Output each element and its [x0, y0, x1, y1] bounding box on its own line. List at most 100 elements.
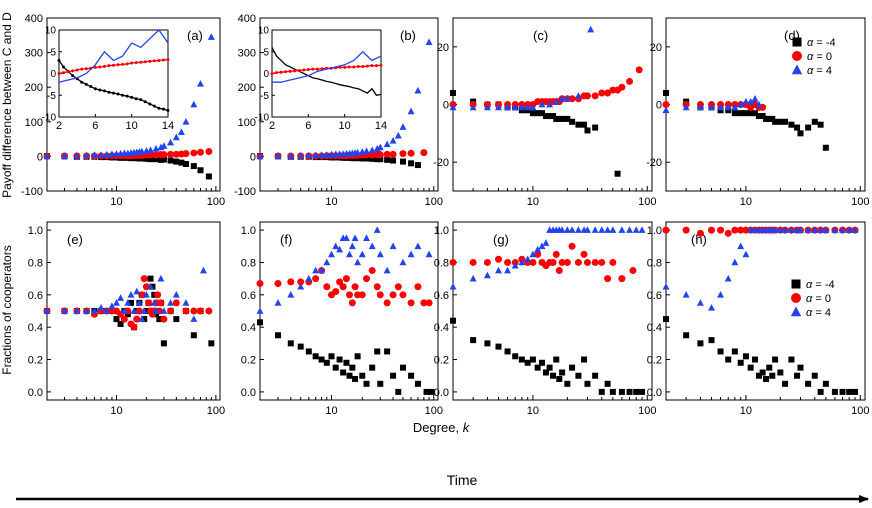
inset-x-tick-label: 6	[305, 120, 311, 132]
data-point	[305, 274, 313, 282]
data-point	[717, 103, 725, 111]
data-point	[376, 250, 384, 258]
data-point	[708, 226, 716, 234]
inset-y-tick-label: 5	[50, 47, 56, 58]
data-point	[511, 103, 519, 111]
data-point	[147, 146, 154, 154]
data-point	[788, 356, 795, 363]
inset-data-point	[57, 58, 61, 62]
data-point	[167, 150, 175, 158]
y-tick-label: 300	[238, 48, 256, 60]
y-tick-label: 0.0	[241, 387, 256, 399]
data-point	[592, 124, 599, 131]
data-point	[449, 282, 457, 290]
data-point	[550, 372, 557, 379]
data-point	[120, 307, 128, 314]
data-point	[190, 163, 197, 170]
data-point	[160, 151, 168, 159]
data-point	[618, 83, 626, 91]
data-point	[377, 380, 384, 387]
data-point	[399, 258, 407, 266]
data-point	[484, 340, 491, 347]
data-point	[584, 226, 591, 233]
data-point	[469, 258, 477, 266]
inset-series-line	[271, 47, 382, 96]
x-tick-label: 100	[851, 196, 869, 208]
data-point	[542, 369, 549, 376]
inset-data-point	[125, 62, 129, 66]
data-point	[358, 291, 366, 299]
data-point	[182, 299, 190, 306]
inset-data-point	[134, 97, 138, 101]
data-point	[563, 226, 571, 233]
data-point	[390, 372, 397, 379]
data-point	[811, 118, 818, 125]
x-tick-label: 10	[527, 405, 539, 417]
data-point	[797, 130, 804, 137]
legend-label: α = 4	[807, 65, 832, 77]
data-point	[618, 388, 625, 395]
inset-data-point	[84, 82, 88, 86]
data-point	[328, 353, 335, 360]
data-point	[724, 274, 732, 282]
panel-frame	[259, 17, 439, 192]
inset-data-point	[139, 60, 143, 64]
data-point	[389, 291, 397, 299]
data-point	[639, 388, 646, 395]
data-point	[626, 77, 634, 85]
data-point	[558, 226, 566, 233]
data-point	[190, 332, 197, 339]
panel-label: (e)	[67, 232, 83, 247]
data-point	[584, 380, 591, 387]
data-point	[140, 307, 148, 314]
inset-data-point	[62, 65, 66, 69]
legend-label: α = -4	[806, 279, 835, 291]
data-point	[614, 170, 621, 177]
inset-data-point	[121, 62, 125, 66]
data-point	[113, 316, 120, 323]
inset-x-tick-label: 6	[92, 120, 98, 132]
inset-data-point	[352, 65, 356, 69]
inset-data-point	[57, 72, 61, 75]
data-point	[368, 267, 376, 275]
data-point	[190, 315, 198, 322]
data-point	[725, 107, 732, 114]
data-point	[717, 226, 725, 234]
data-point	[43, 307, 51, 314]
data-point	[742, 97, 750, 105]
data-point	[682, 291, 690, 298]
data-point	[538, 242, 546, 250]
inset-x-tick-label: 14	[162, 120, 174, 132]
data-point	[682, 226, 690, 234]
y-tick-label: 0.2	[241, 355, 256, 367]
data-point	[811, 372, 818, 379]
inset-data-point	[98, 88, 102, 92]
inset-data-point	[98, 65, 102, 69]
data-point	[407, 107, 415, 115]
data-point	[524, 255, 532, 263]
data-point	[359, 372, 366, 379]
data-point	[755, 113, 762, 120]
data-point	[495, 255, 503, 263]
data-point	[552, 97, 560, 105]
y-tick-label: 200	[25, 82, 43, 94]
x-tick-label: 10	[110, 405, 122, 417]
data-point	[583, 92, 591, 100]
data-point	[580, 250, 588, 258]
inset-frame	[58, 29, 169, 118]
data-point	[287, 291, 295, 298]
data-point	[394, 131, 402, 139]
data-point	[428, 388, 435, 395]
data-point	[788, 121, 795, 128]
data-point	[83, 151, 91, 159]
y-tick-label: 0	[37, 151, 43, 163]
inset-a: -10 -5 0 5 10 2 6 10 14	[42, 26, 175, 133]
data-point	[776, 226, 784, 233]
data-point	[363, 275, 371, 283]
legend-bottom: α = -4α = 0α = 4	[790, 279, 835, 319]
data-point	[274, 152, 282, 159]
data-point	[763, 115, 770, 122]
inset-data-point	[102, 65, 106, 69]
inset-data-point	[361, 65, 365, 69]
x-tick-label: 10	[110, 196, 122, 208]
